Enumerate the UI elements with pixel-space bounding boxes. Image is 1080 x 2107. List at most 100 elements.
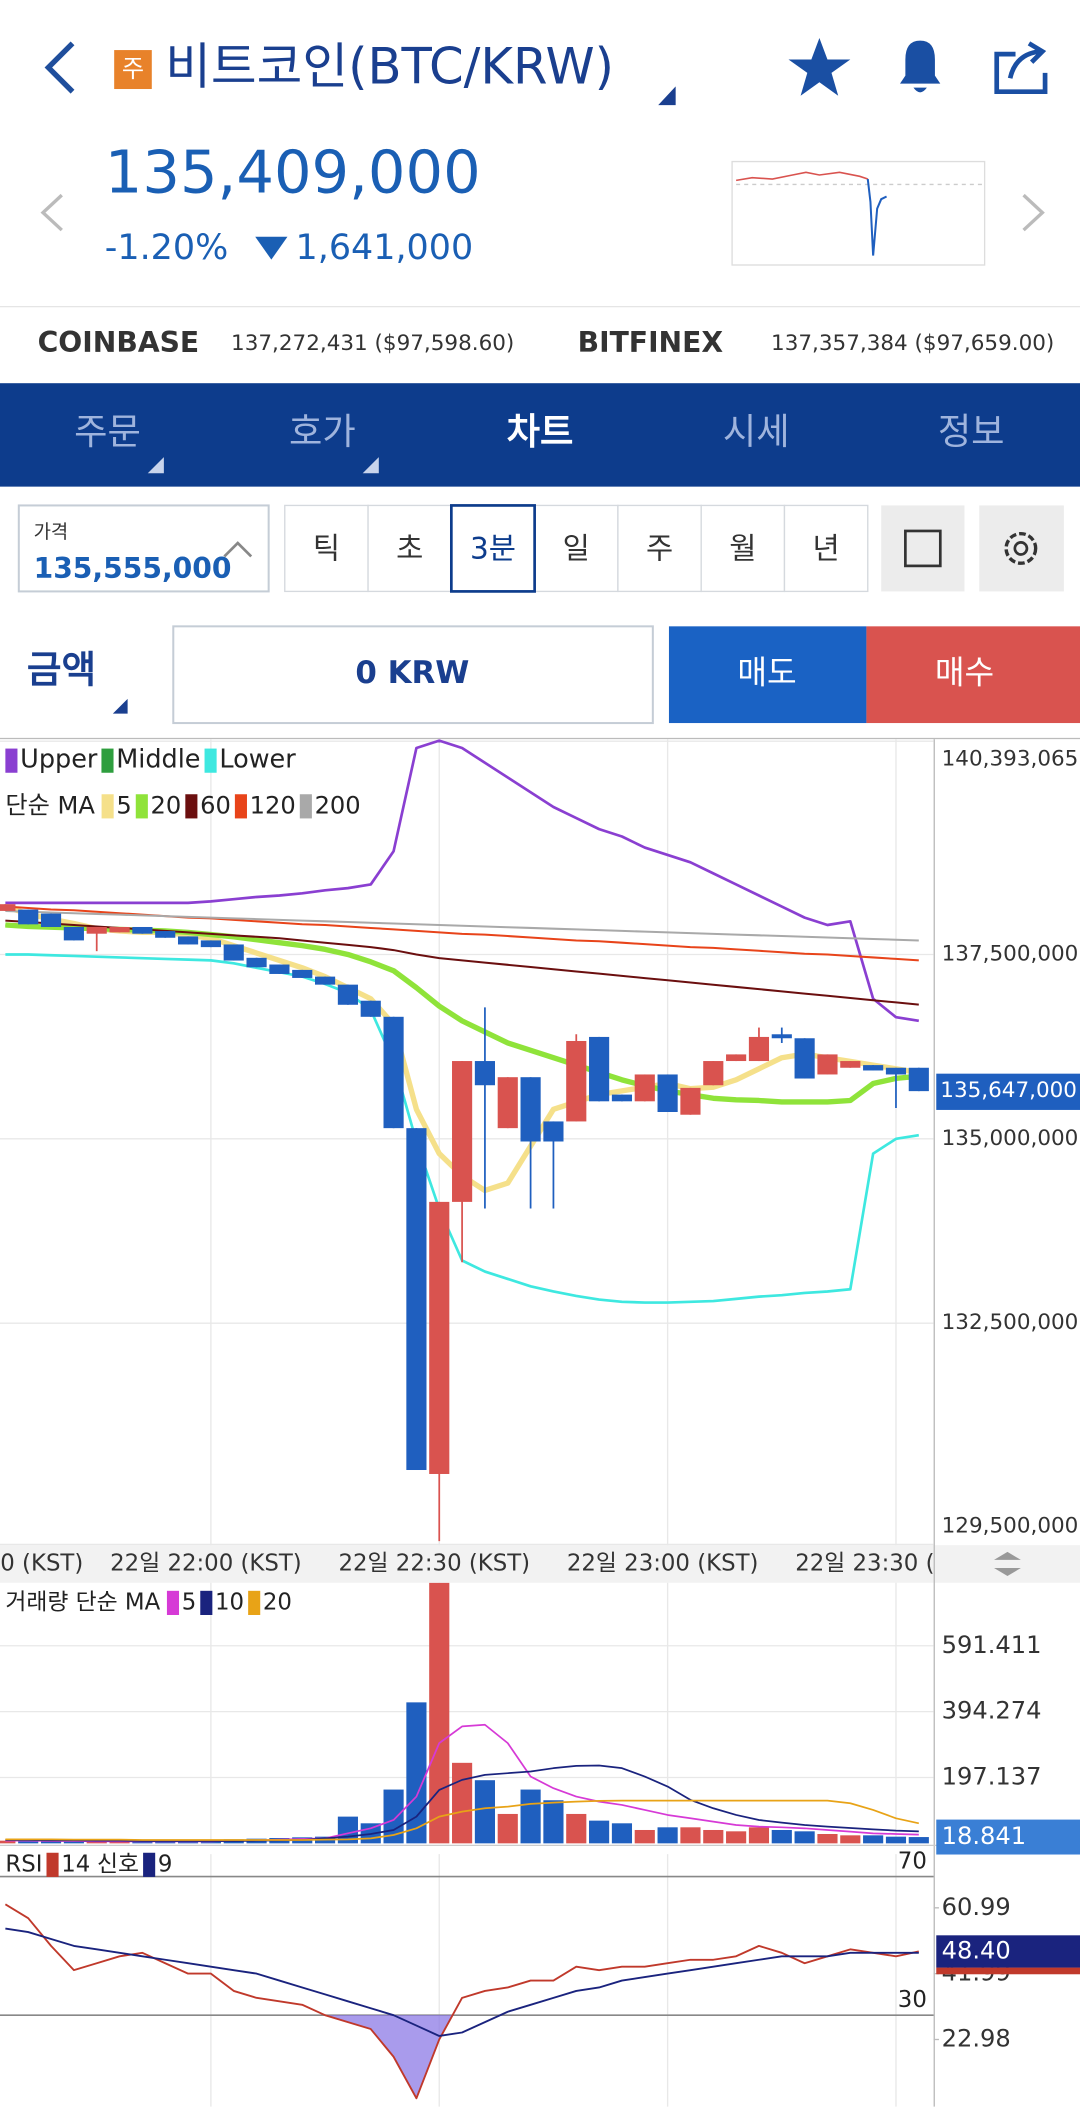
- volume-bar: [611, 1823, 633, 1844]
- tab[interactable]: 주문: [74, 410, 141, 453]
- candle-body: [292, 969, 313, 978]
- period-label: 일: [563, 531, 590, 565]
- volume-bar: [406, 1702, 427, 1844]
- y-tick-label: 394.274: [942, 1697, 1042, 1725]
- volume-bar: [474, 1780, 495, 1844]
- x-tick-label: 22일 23:30 (: [795, 1550, 934, 1576]
- period-label: 초: [396, 531, 423, 565]
- period-label: 주: [646, 531, 673, 565]
- y-tick-label: 60.99: [942, 1893, 1011, 1921]
- legend-label: 10: [215, 1589, 244, 1615]
- candle-body: [177, 936, 199, 945]
- candle-body: [360, 1000, 381, 1017]
- legend-swatch: [5, 748, 18, 773]
- y-tick-label: 591.411: [942, 1631, 1042, 1659]
- candle-body: [269, 964, 290, 974]
- volume-bar: [863, 1835, 884, 1844]
- time-axis-band: [0, 1545, 1080, 1583]
- candle-body: [794, 1038, 815, 1079]
- layout-button[interactable]: [881, 505, 965, 592]
- period-label: 년: [813, 531, 840, 565]
- buy-button[interactable]: [866, 626, 1080, 724]
- period-button[interactable]: [700, 504, 786, 593]
- level-label: 30: [898, 1987, 927, 2013]
- sell-button[interactable]: [668, 626, 867, 724]
- volume-bar: [566, 1813, 587, 1844]
- current-price-tag: [936, 1073, 1080, 1110]
- coin-title[interactable]: 비트코인(BTC/KRW): [165, 38, 614, 96]
- legend-swatch: [204, 748, 217, 773]
- tab[interactable]: 호가: [289, 410, 356, 453]
- period-button[interactable]: [533, 504, 619, 593]
- legend-label: Lower: [219, 745, 296, 775]
- alarm-icon[interactable]: [900, 40, 941, 93]
- volume-bar: [132, 1841, 153, 1844]
- volume-bar: [703, 1829, 724, 1844]
- legend-label: 14: [61, 1851, 90, 1877]
- candle-body: [817, 1054, 838, 1075]
- volume-tag-label: 18.841: [942, 1822, 1027, 1850]
- candle-body: [474, 1061, 495, 1086]
- tab[interactable]: 시세: [723, 410, 790, 453]
- legend-swatch: [101, 794, 114, 819]
- price-box-toggle[interactable]: [223, 541, 253, 558]
- candle-body: [86, 926, 107, 934]
- y-tick-label: 140,393,065: [942, 746, 1079, 771]
- candle-body: [155, 931, 176, 938]
- volume-tag: [936, 1819, 1080, 1855]
- back-button[interactable]: [44, 41, 75, 94]
- candle-body: [566, 1040, 587, 1122]
- sparkline-down: [866, 178, 888, 256]
- legend-label: 5: [182, 1589, 197, 1615]
- favorite-icon[interactable]: [788, 37, 851, 96]
- rsi-line: [4, 1903, 920, 2100]
- tab[interactable]: 차트: [507, 410, 574, 453]
- share-icon[interactable]: [994, 41, 1048, 95]
- price-box[interactable]: [17, 504, 270, 593]
- bollinger-line: [5, 739, 920, 1023]
- candle-body: [315, 976, 336, 985]
- current-price-label: 135,647,000: [940, 1078, 1077, 1103]
- x-tick-label: 0 (KST): [0, 1550, 83, 1576]
- period-button[interactable]: [284, 504, 369, 593]
- volume-bar: [794, 1831, 815, 1844]
- amount-label[interactable]: 금액: [27, 648, 96, 692]
- legend-label: 9: [158, 1851, 173, 1877]
- down-arrow: [255, 236, 288, 260]
- rsi-tag-label: 48.40: [942, 1936, 1011, 1964]
- candle-body: [543, 1121, 564, 1142]
- amount-input[interactable]: [172, 625, 654, 725]
- candle-body: [908, 1067, 929, 1092]
- volume-bar: [383, 1789, 404, 1844]
- resize-handle[interactable]: [994, 1551, 1021, 1577]
- legend-swatch: [200, 1590, 213, 1615]
- legend-swatch: [143, 1852, 156, 1877]
- period-button[interactable]: [450, 504, 536, 593]
- period-button[interactable]: [783, 504, 869, 593]
- amount-dropdown: [112, 698, 128, 714]
- price-box-value: 135,555,000: [34, 552, 232, 585]
- candle-body: [726, 1054, 747, 1062]
- volume-bar: [680, 1827, 701, 1844]
- exchange-price: 137,357,384 ($97,659.00): [771, 331, 1054, 356]
- sparkline-box: [731, 160, 986, 266]
- volume-bar: [452, 1762, 473, 1844]
- y-tick-label: 132,500,000: [942, 1310, 1079, 1335]
- rsi-tag: [936, 1935, 1080, 1968]
- candle-body: [452, 1061, 473, 1202]
- settings-button[interactable]: [979, 505, 1064, 592]
- tab[interactable]: 정보: [938, 410, 1005, 453]
- legend-label: Middle: [116, 745, 200, 775]
- buy-label: 매수: [935, 654, 994, 692]
- candle-body: [200, 940, 221, 948]
- candle-body: [634, 1074, 655, 1102]
- volume-ma-line: [5, 1799, 919, 1841]
- candle-body: [748, 1036, 770, 1062]
- level-label: 70: [898, 1848, 927, 1874]
- candle-body: [337, 984, 358, 1005]
- legend-label: 거래량 단순 MA: [5, 1589, 160, 1615]
- prev-coin[interactable]: [40, 193, 63, 232]
- next-coin[interactable]: [1022, 193, 1045, 232]
- sparkline-up: [735, 171, 869, 182]
- volume-bar: [18, 1841, 39, 1844]
